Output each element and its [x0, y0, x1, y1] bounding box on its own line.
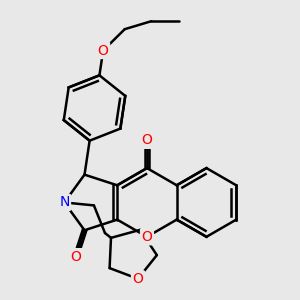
Text: O: O	[98, 44, 109, 58]
Text: N: N	[59, 196, 70, 209]
Text: O: O	[142, 133, 152, 147]
Text: O: O	[70, 250, 81, 264]
Text: O: O	[133, 272, 143, 286]
Text: O: O	[142, 230, 152, 244]
